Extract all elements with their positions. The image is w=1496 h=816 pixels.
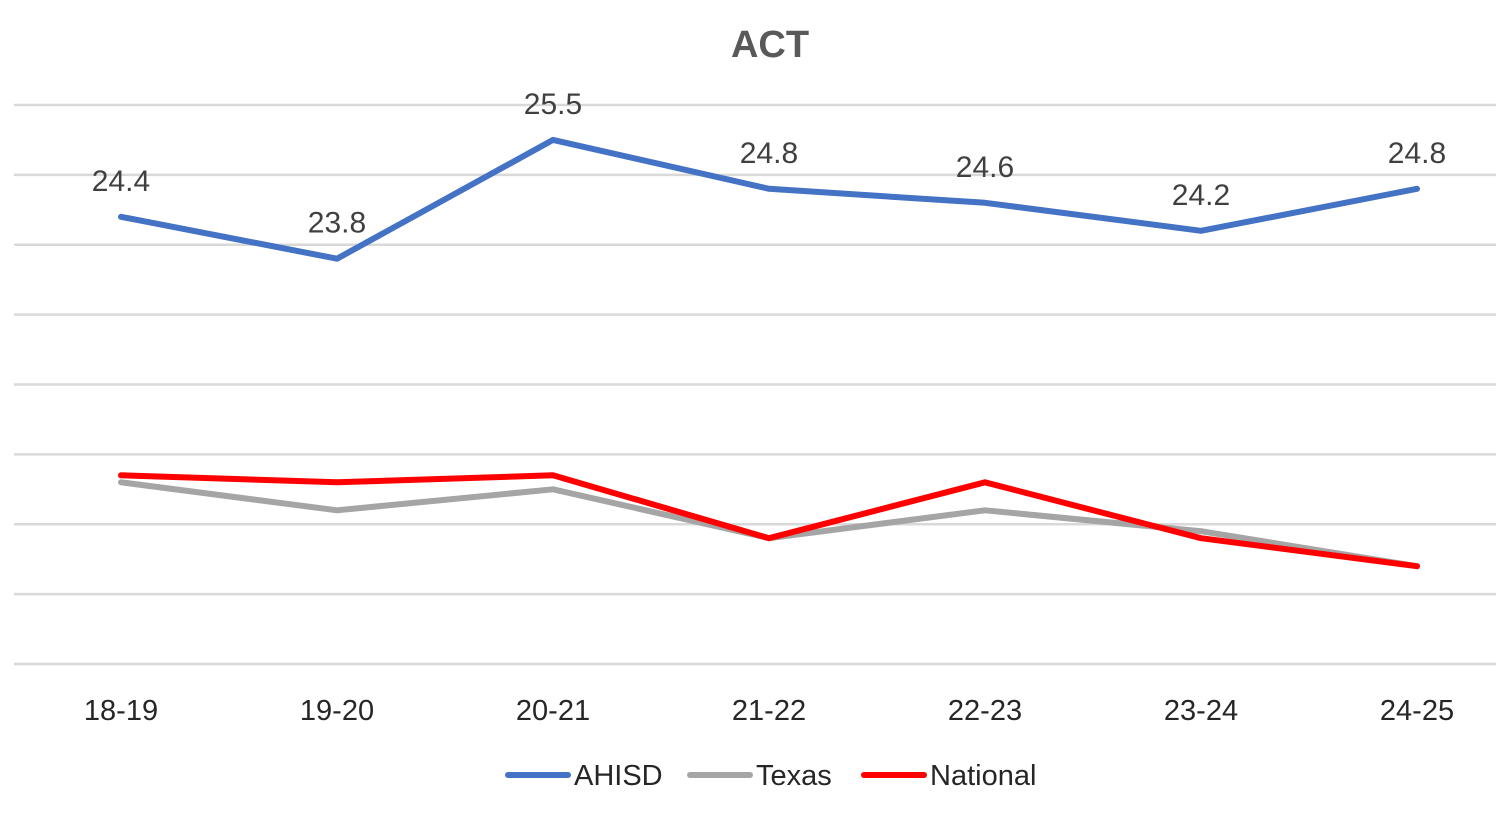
data-label: 25.5 [524,88,582,121]
data-label: 23.8 [308,207,366,240]
data-label: 24.8 [740,137,798,170]
x-tick-label: 22-23 [948,695,1022,727]
x-tick-label: 18-19 [84,695,158,727]
series-line-national [118,472,1420,570]
gridlines [14,103,1496,666]
series-line-ahisd [118,136,1420,262]
series-lines [118,136,1420,570]
data-labels: 24.4 23.8 25.5 24.8 24.6 24.2 24.8 [92,88,1446,240]
x-tick-label: 24-25 [1380,695,1454,727]
chart-title: ACT [731,24,809,66]
x-tick-label: 21-22 [732,695,806,727]
x-tick-label: 20-21 [516,695,590,727]
data-label: 24.6 [956,151,1014,184]
legend-label-texas: Texas [756,760,832,792]
data-label: 24.4 [92,165,150,198]
data-label: 24.2 [1172,179,1230,212]
legend-label-ahisd: AHISD [574,760,663,792]
legend: AHISD Texas National [505,760,1036,792]
x-axis-tick-labels: 18-19 19-20 20-21 21-22 22-23 23-24 24-25 [84,695,1454,727]
x-tick-label: 23-24 [1164,695,1238,727]
data-label: 24.8 [1388,137,1446,170]
x-tick-label: 19-20 [300,695,374,727]
legend-label-national: National [930,760,1036,792]
